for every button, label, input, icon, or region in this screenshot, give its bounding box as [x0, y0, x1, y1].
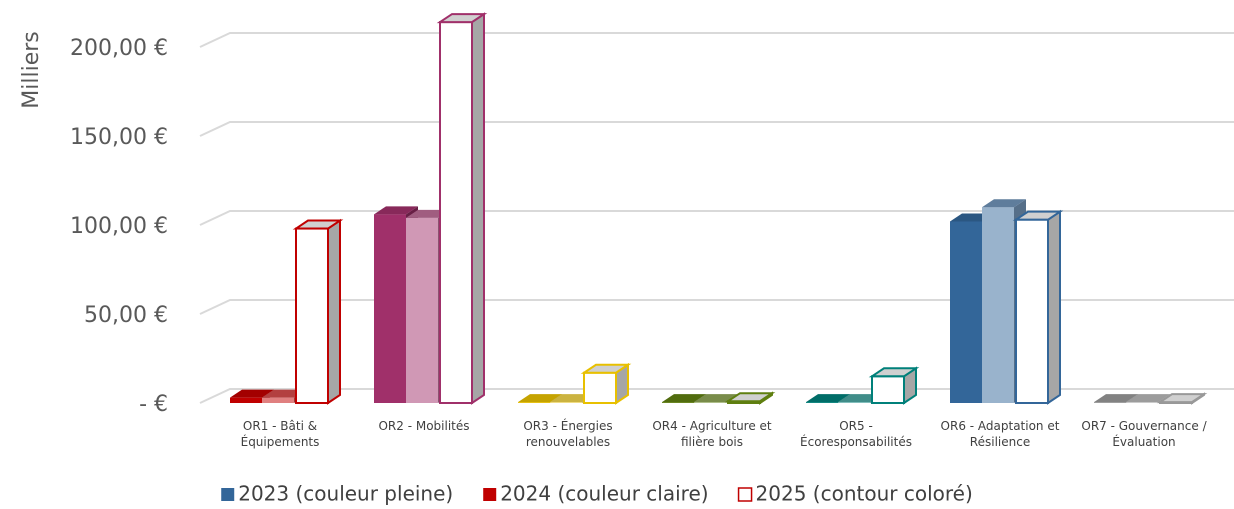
legend-label: 2025 (contour coloré)	[756, 482, 973, 506]
legend-marker	[221, 488, 235, 501]
bar-front	[662, 402, 694, 403]
bar-front	[374, 214, 406, 403]
y-tick-label: 150,00 €	[70, 125, 168, 150]
bar-top	[1126, 394, 1170, 403]
grid-line	[199, 32, 1234, 48]
bar-front	[439, 21, 473, 405]
bar-front	[583, 371, 617, 404]
bar-front	[694, 402, 726, 403]
bar-top	[230, 389, 274, 398]
bar-front	[950, 221, 982, 403]
y-tick-label: 50,00 €	[84, 303, 168, 328]
y-axis-label: Milliers	[19, 31, 44, 108]
grid-line	[199, 210, 1234, 226]
y-tick-label: - €	[139, 392, 168, 417]
bar	[580, 362, 632, 405]
y-tick-label: 100,00 €	[70, 214, 168, 239]
legend-marker	[483, 488, 497, 501]
bar	[436, 12, 488, 405]
bar-front	[1015, 218, 1049, 404]
bar-top	[724, 392, 776, 403]
bar-top	[982, 199, 1026, 208]
legend-item: 2024 (couleur claire)	[483, 482, 709, 506]
bar-front	[262, 397, 294, 403]
bar-top	[694, 394, 738, 403]
bar-top	[662, 394, 706, 403]
x-tick-label: OR7 - Gouvernance / Évaluation	[1081, 419, 1207, 449]
legend-item: 2023 (couleur pleine)	[221, 482, 453, 506]
bar-top	[1012, 210, 1064, 221]
bar-front	[230, 397, 262, 403]
x-tick-label: OR3 - Énergies renouvelables	[523, 419, 613, 449]
bar-top	[374, 206, 418, 215]
x-tick-label: OR4 - Agriculture et filière bois	[652, 419, 772, 449]
x-tick-label: OR2 - Mobilités	[378, 419, 470, 433]
bar-side	[327, 218, 341, 405]
bar	[868, 366, 920, 405]
bar-top	[868, 367, 920, 378]
bar-front	[406, 217, 438, 403]
bar-front	[871, 375, 905, 404]
bar-top	[806, 394, 850, 403]
bar-top	[518, 394, 562, 403]
x-tick-label: OR1 - Bâti & Équipements	[240, 419, 320, 449]
bar-front	[806, 402, 838, 403]
bar-top	[1156, 393, 1208, 404]
legend: 2023 (couleur pleine) 2024 (couleur clair…	[221, 482, 973, 506]
x-tick-label: OR5 - Écoresponsabilités	[800, 419, 912, 449]
bar	[1156, 392, 1208, 405]
bar-side	[471, 12, 485, 405]
legend-label: 2024 (couleur claire)	[500, 482, 708, 506]
bar	[1012, 209, 1064, 405]
bar	[292, 218, 344, 405]
bar-top	[1094, 394, 1138, 403]
bar-top	[580, 363, 632, 374]
bar-front	[1094, 402, 1126, 403]
bar	[724, 391, 776, 405]
bar-top	[292, 219, 344, 230]
legend-label: 2023 (couleur pleine)	[238, 482, 453, 506]
legend-marker	[737, 487, 753, 502]
y-tick-label: 200,00 €	[70, 36, 168, 61]
legend-item: 2025 (contour coloré)	[737, 482, 973, 506]
grid-line	[199, 121, 1234, 137]
bar-front	[295, 227, 329, 404]
bar-front	[518, 402, 550, 403]
bar-top	[436, 13, 488, 24]
bar-front	[982, 207, 1014, 403]
bar-side	[1047, 209, 1061, 405]
bar-front	[838, 402, 870, 403]
bar-front	[550, 402, 582, 403]
grid-line	[199, 299, 1234, 315]
x-tick-label: OR6 - Adaptation et Résilience	[940, 419, 1060, 449]
bar-front	[1126, 402, 1158, 403]
